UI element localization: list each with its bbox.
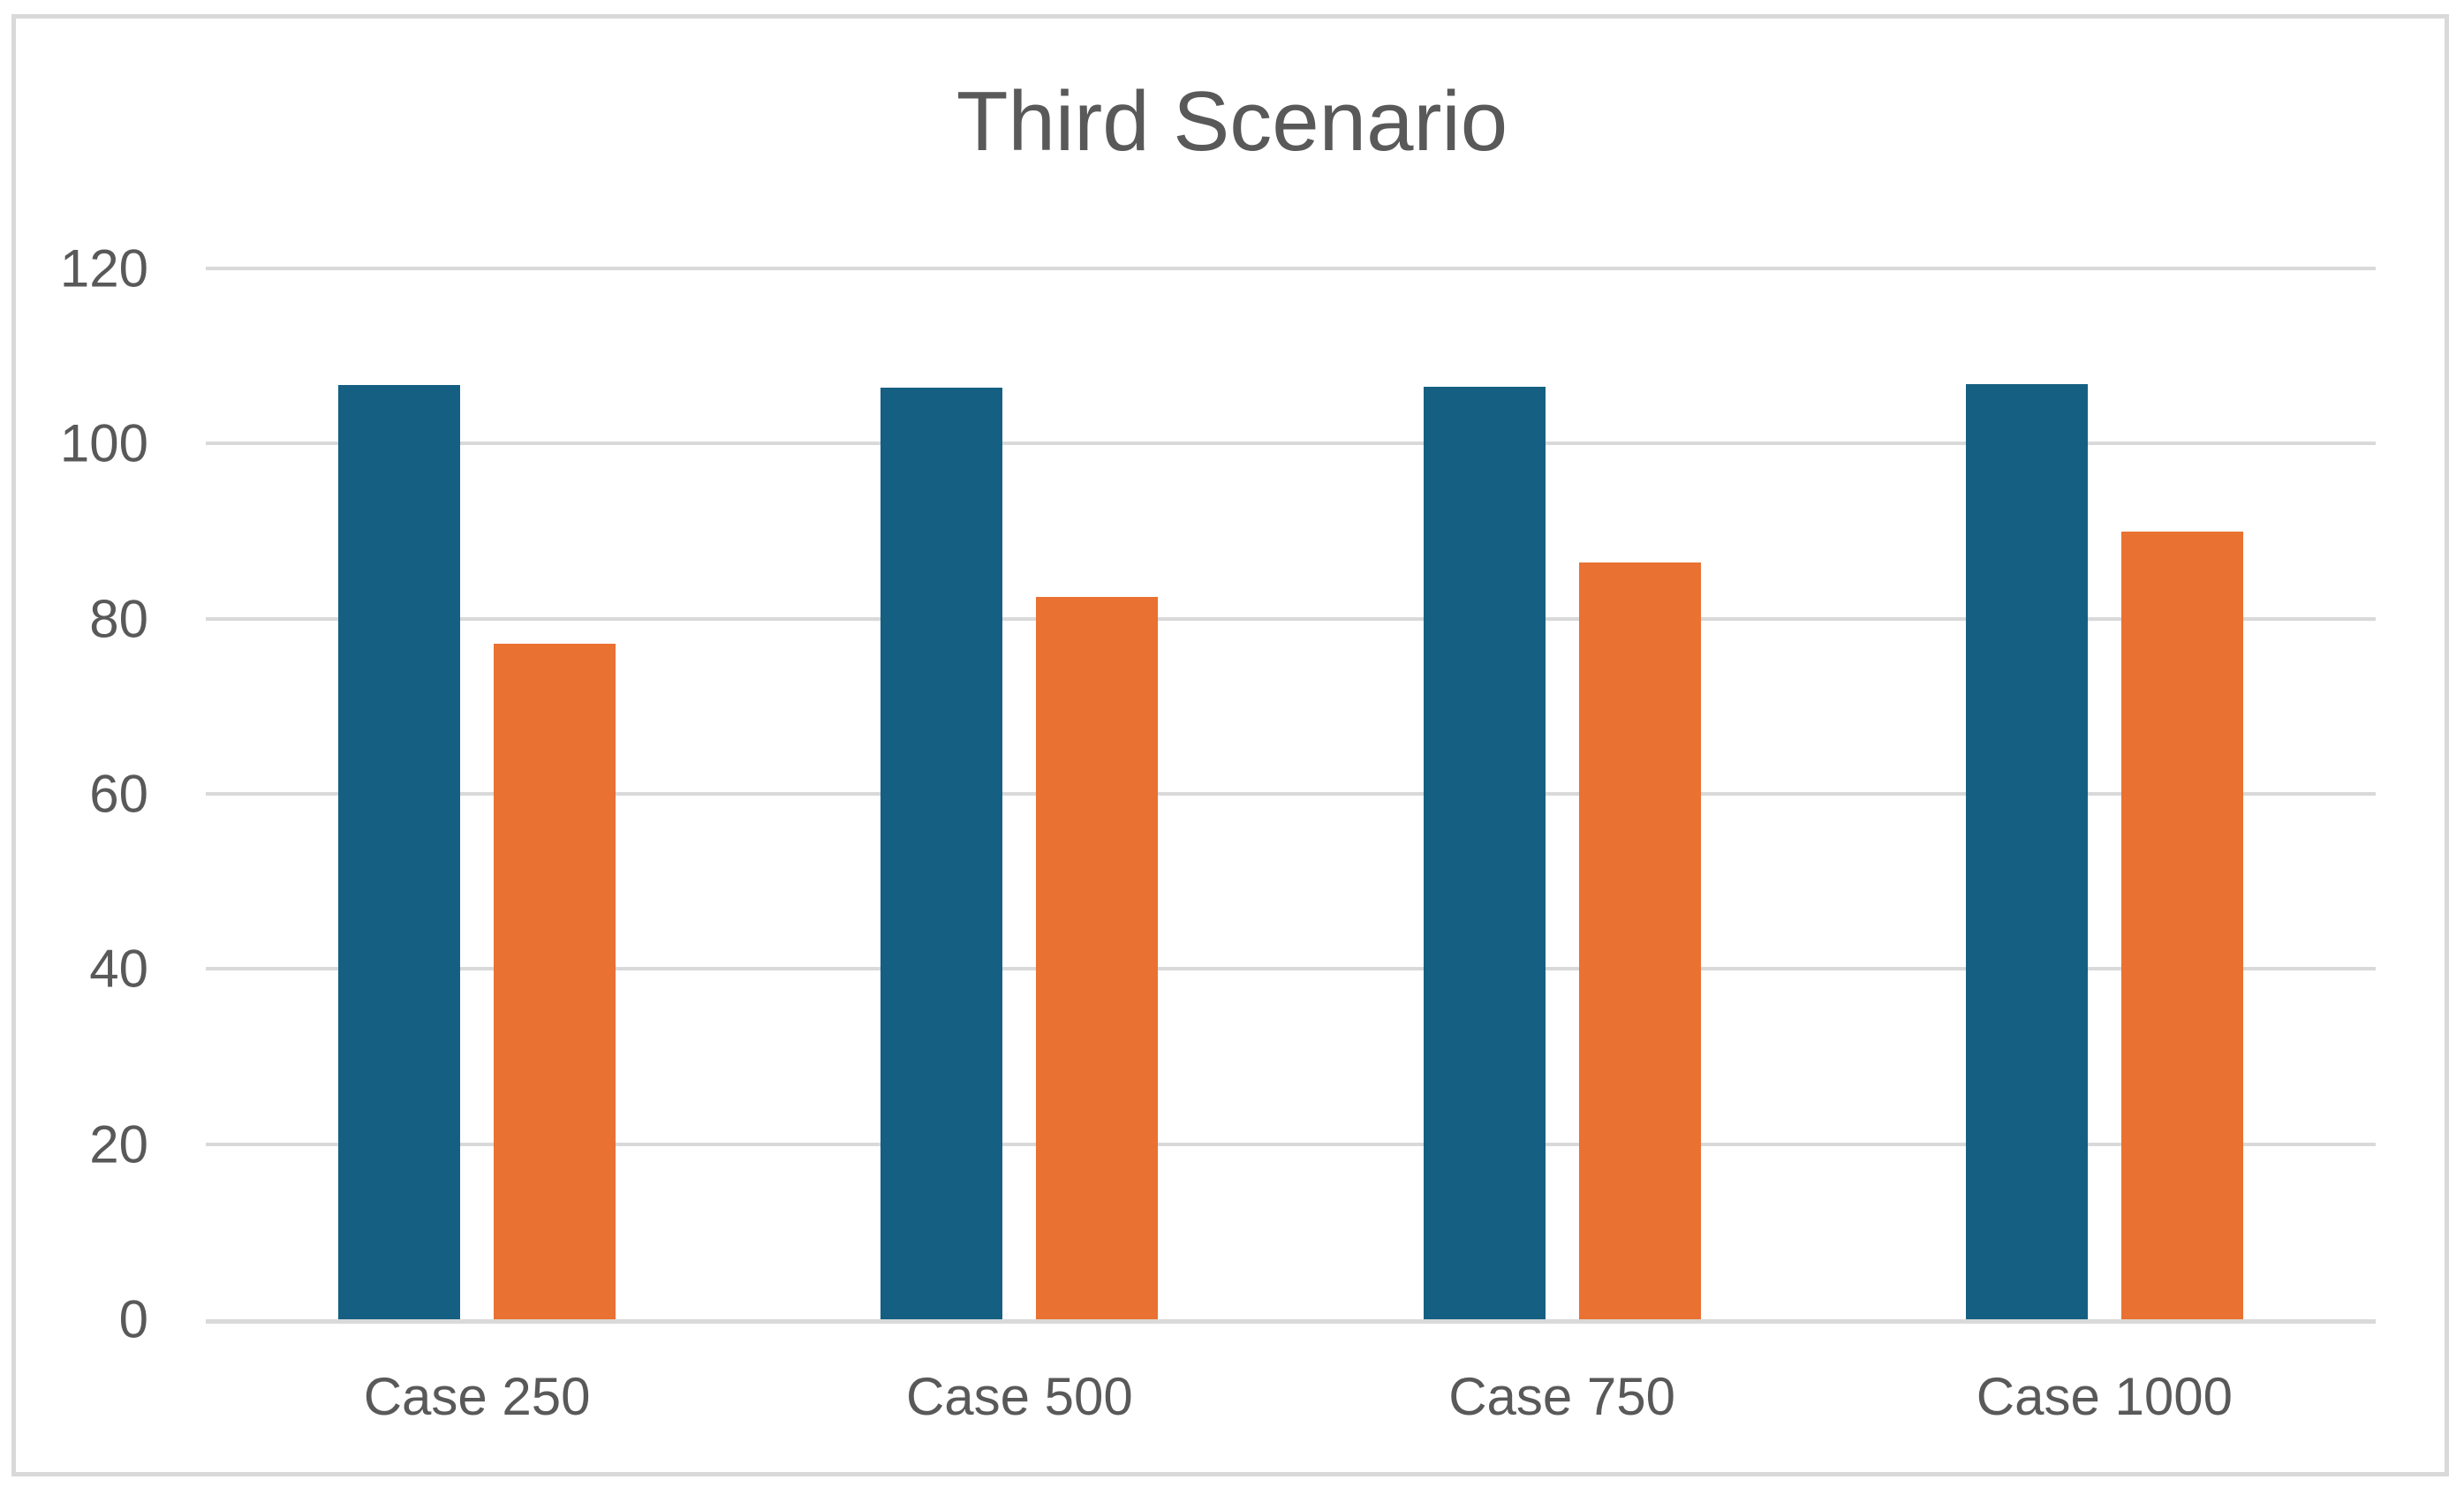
y-axis-tick-label: 120: [59, 238, 148, 298]
y-axis-tick-label: 60: [89, 764, 148, 824]
gridline: [206, 442, 2376, 446]
y-axis-tick-label: 100: [59, 413, 148, 473]
x-axis-category-label: Case 500: [905, 1367, 1133, 1426]
bar-series1-case-1000: [1965, 383, 2088, 1319]
bar-series2-case-250: [494, 644, 616, 1319]
x-axis-category-label: Case 250: [363, 1367, 591, 1426]
chart-title: Third Scenario: [956, 74, 1508, 169]
y-axis-tick-label: 0: [118, 1289, 148, 1349]
x-axis-category-label: Case 750: [1448, 1367, 1676, 1426]
y-axis-tick-label: 20: [89, 1114, 148, 1174]
x-axis-category-label: Case 1000: [1976, 1367, 2233, 1426]
gridline: [206, 616, 2376, 621]
bar-series1-case-750: [1423, 386, 1546, 1319]
gridline: [206, 1142, 2376, 1146]
y-axis-tick-label: 80: [89, 589, 148, 649]
gridline: [206, 267, 2376, 270]
gridline: [206, 967, 2376, 971]
bar-series2-case-1000: [2120, 532, 2243, 1319]
gridline: [206, 792, 2376, 796]
bar-series2-case-500: [1036, 596, 1159, 1319]
y-axis-tick-label: 40: [89, 939, 148, 999]
x-axis-line: [206, 1319, 2376, 1324]
bar-series1-case-250: [338, 384, 461, 1319]
bar-series2-case-750: [1578, 563, 1701, 1319]
bar-series1-case-500: [881, 387, 1003, 1319]
